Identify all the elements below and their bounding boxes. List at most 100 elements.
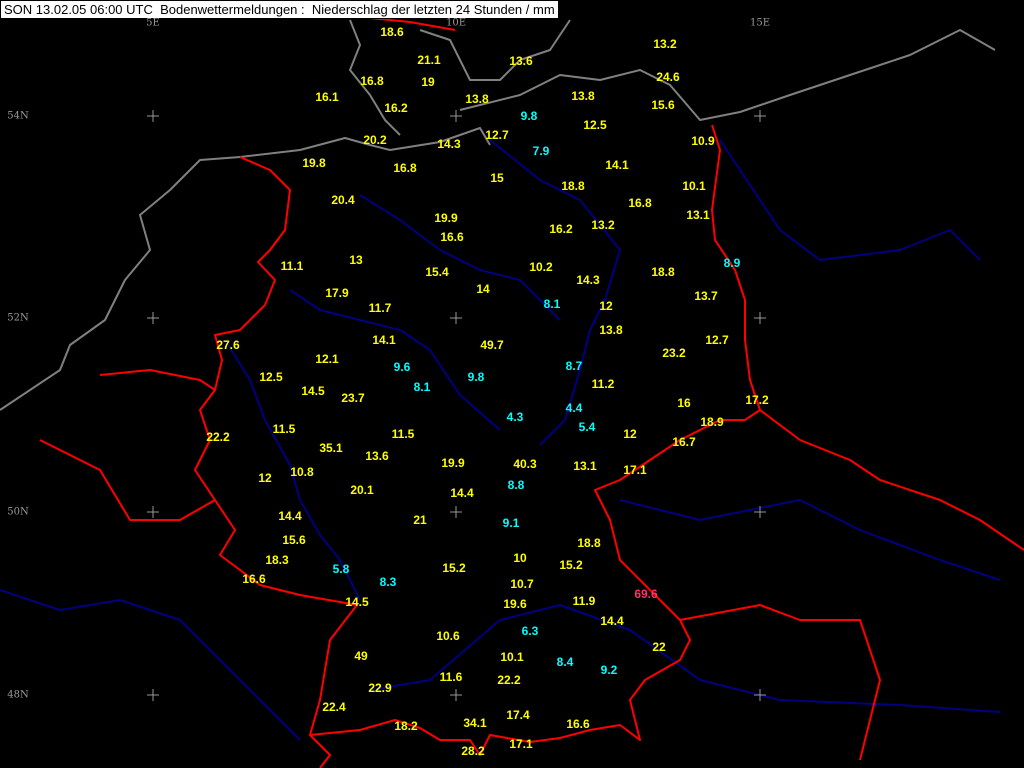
station-precipitation-value: 11.9	[572, 594, 596, 608]
station-precipitation-value: 18.2	[394, 719, 418, 733]
station-precipitation-value: 8.9	[723, 256, 741, 270]
station-precipitation-value: 14	[476, 282, 490, 296]
station-precipitation-value: 15.2	[442, 561, 466, 575]
station-precipitation-value: 4.4	[565, 401, 583, 415]
station-precipitation-value: 22.9	[368, 681, 392, 695]
station-precipitation-value: 13.6	[509, 54, 533, 68]
station-precipitation-value: 14.4	[278, 509, 302, 523]
station-precipitation-value: 8.1	[543, 297, 561, 311]
station-precipitation-value: 16.2	[549, 222, 573, 236]
latitude-label: 48N	[7, 689, 29, 701]
station-precipitation-value: 12.5	[583, 118, 607, 132]
station-precipitation-value: 13.1	[573, 459, 597, 473]
station-precipitation-value: 16.7	[672, 435, 696, 449]
station-precipitation-value: 4.3	[506, 410, 524, 424]
station-precipitation-value: 15.6	[651, 98, 675, 112]
station-precipitation-value: 12	[599, 299, 613, 313]
station-precipitation-value: 16	[677, 396, 691, 410]
station-precipitation-value: 12	[623, 427, 637, 441]
station-precipitation-value: 10.7	[510, 577, 534, 591]
station-precipitation-value: 13.8	[599, 323, 623, 337]
river	[489, 139, 621, 446]
station-precipitation-value: 20.2	[363, 133, 387, 147]
station-precipitation-value: 18.8	[577, 536, 601, 550]
station-precipitation-value: 22.2	[497, 673, 521, 687]
station-precipitation-value: 18.8	[561, 179, 585, 193]
station-precipitation-value: 9.6	[393, 360, 411, 374]
station-precipitation-value: 8.3	[379, 575, 397, 589]
station-precipitation-value: 13.8	[571, 89, 595, 103]
station-precipitation-value: 11.7	[368, 301, 392, 315]
station-precipitation-value: 23.2	[662, 346, 686, 360]
station-precipitation-value: 14.1	[372, 333, 396, 347]
river	[359, 194, 561, 321]
station-precipitation-value: 12	[258, 471, 272, 485]
station-precipitation-value: 16.8	[393, 161, 417, 175]
station-precipitation-value: 28.2	[461, 744, 485, 758]
river	[289, 289, 501, 431]
longitude-label: 10E	[445, 17, 467, 29]
station-precipitation-value: 22.2	[206, 430, 230, 444]
station-precipitation-value: 13.6	[365, 449, 389, 463]
station-precipitation-value: 17.2	[745, 393, 769, 407]
country-border	[759, 409, 1024, 551]
longitude-label: 15E	[749, 17, 771, 29]
station-precipitation-value: 8.4	[556, 655, 574, 669]
latitude-label: 50N	[7, 506, 29, 518]
station-precipitation-value: 18.3	[265, 553, 289, 567]
country-border	[39, 439, 216, 521]
station-precipitation-value: 14.5	[345, 595, 369, 609]
station-precipitation-value: 13	[349, 253, 363, 267]
country-border	[99, 369, 216, 391]
river	[619, 499, 1001, 581]
river	[369, 604, 1001, 713]
station-precipitation-value: 10.1	[682, 179, 706, 193]
station-precipitation-value: 10.8	[290, 465, 314, 479]
country-border	[369, 17, 456, 31]
station-precipitation-value: 18.6	[380, 25, 404, 39]
station-precipitation-value: 18.8	[651, 265, 675, 279]
station-precipitation-value: 40.3	[513, 457, 537, 471]
latitude-label: 52N	[7, 312, 29, 324]
station-precipitation-value: 21.1	[417, 53, 441, 67]
station-precipitation-value: 10.2	[529, 260, 553, 274]
station-precipitation-value: 8.7	[565, 359, 583, 373]
station-precipitation-value: 5.8	[332, 562, 350, 576]
station-precipitation-value: 12.7	[705, 333, 729, 347]
station-precipitation-value: 69.6	[634, 587, 658, 601]
station-precipitation-value: 14.3	[576, 273, 600, 287]
station-precipitation-value: 14.5	[301, 384, 325, 398]
station-precipitation-value: 5.4	[578, 420, 596, 434]
station-precipitation-value: 16.6	[242, 572, 266, 586]
station-precipitation-value: 17.1	[509, 737, 533, 751]
latitude-label: 54N	[7, 110, 29, 122]
station-precipitation-value: 16.6	[440, 230, 464, 244]
station-precipitation-value: 19.9	[434, 211, 458, 225]
station-precipitation-value: 10.6	[436, 629, 460, 643]
station-precipitation-value: 27.6	[216, 338, 240, 352]
coastline	[349, 19, 401, 136]
station-precipitation-value: 13.8	[465, 92, 489, 106]
station-precipitation-value: 9.8	[520, 109, 538, 123]
station-precipitation-value: 13.7	[694, 289, 718, 303]
station-precipitation-value: 10.1	[500, 650, 524, 664]
station-precipitation-value: 8.1	[413, 380, 431, 394]
station-precipitation-value: 16.2	[384, 101, 408, 115]
station-precipitation-value: 15.4	[425, 265, 449, 279]
river	[224, 339, 361, 601]
station-precipitation-value: 49.7	[480, 338, 504, 352]
station-precipitation-value: 17.1	[623, 463, 647, 477]
station-precipitation-value: 49	[354, 649, 368, 663]
coastline	[419, 19, 571, 81]
station-precipitation-value: 16.8	[628, 196, 652, 210]
station-precipitation-value: 13.2	[591, 218, 615, 232]
station-precipitation-value: 16.6	[566, 717, 590, 731]
station-precipitation-value: 9.8	[467, 370, 485, 384]
station-precipitation-value: 12.1	[315, 352, 339, 366]
station-precipitation-value: 13.1	[686, 208, 710, 222]
station-precipitation-value: 8.8	[507, 478, 525, 492]
station-precipitation-value: 23.7	[341, 391, 365, 405]
river	[719, 139, 981, 261]
coastline	[0, 156, 241, 411]
station-precipitation-value: 17.9	[325, 286, 349, 300]
